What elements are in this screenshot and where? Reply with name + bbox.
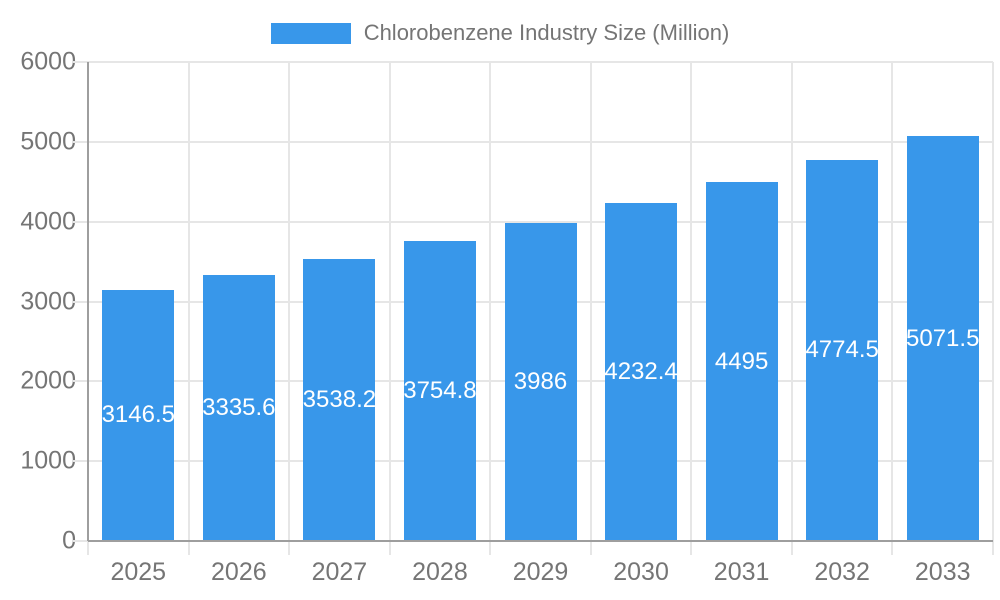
legend-swatch: [270, 22, 351, 44]
x-axis-label: 2027: [311, 558, 368, 586]
gridline-vertical: [489, 62, 492, 541]
y-axis-label: 1000: [20, 446, 76, 475]
gridline-horizontal: [73, 140, 993, 143]
legend-item[interactable]: Chlorobenzene Industry Size (Million): [270, 20, 730, 46]
bar-value-label: 3335.6: [202, 393, 276, 421]
gridline-vertical: [589, 62, 592, 541]
x-axis-tick: [790, 541, 793, 555]
bar-value-label: 3754.8: [403, 377, 477, 405]
x-axis-tick: [891, 541, 894, 555]
bar-2032[interactable]: 4774.5: [805, 159, 879, 541]
y-axis-label: 3000: [20, 287, 76, 315]
y-axis-label: 4000: [20, 207, 76, 236]
y-axis-label: 0: [62, 526, 76, 555]
x-axis-label: 2029: [512, 558, 569, 586]
x-axis-label: 2032: [814, 558, 870, 586]
bar-value-label: 3146.5: [101, 401, 175, 429]
x-axis-line: [88, 540, 993, 542]
x-axis-label: 2028: [412, 558, 468, 586]
x-axis-label: 2030: [613, 558, 669, 586]
x-axis-tick: [87, 541, 89, 555]
bar-2028[interactable]: 3754.8: [403, 241, 477, 541]
gridline-horizontal: [73, 61, 993, 63]
bar-2027[interactable]: 3538.2: [302, 258, 377, 541]
y-axis-label: 6000: [20, 47, 76, 76]
plot-area: 3146.5 3335.6 3538.2 3754.8 3986 4232.4 4495 47…: [73, 61, 994, 555]
bar-2029[interactable]: 3986: [504, 222, 577, 541]
x-axis-labels: 2025 2026 2027 2028 2029 2030 2031 2032 2033: [88, 558, 993, 590]
gridline-vertical: [790, 62, 793, 541]
gridline-vertical: [288, 62, 291, 541]
x-axis-label: 2031: [713, 558, 770, 586]
y-axis-label: 5000: [20, 127, 76, 156]
chart-title: Chlorobenzene Industry Size (Million): [363, 20, 730, 45]
y-axis-line: [87, 62, 89, 541]
bar-value-label: 4495: [714, 347, 769, 375]
x-axis-label: 2025: [110, 558, 167, 586]
bar-value-label: 5071.5: [906, 324, 980, 352]
bar-value-label: 4774.5: [805, 336, 879, 364]
x-axis-tick: [489, 541, 492, 555]
x-axis-tick: [187, 541, 190, 555]
x-axis-tick: [288, 541, 291, 555]
bar-value-label: 4232.4: [604, 358, 678, 386]
bar-2030[interactable]: 4232.4: [604, 203, 678, 541]
gridline-vertical: [690, 62, 693, 541]
gridline-vertical: [891, 62, 894, 541]
y-axis-label: 2000: [20, 366, 76, 395]
bar-2025[interactable]: 3146.5: [101, 289, 175, 541]
legend: Chlorobenzene Industry Size (Million): [0, 20, 1000, 46]
bar-2033[interactable]: 5071.5: [906, 136, 980, 541]
bar-value-label: 3986: [513, 367, 568, 395]
bar-2026[interactable]: 3335.6: [202, 274, 276, 541]
bar-value-label: 3538.2: [302, 385, 377, 413]
x-axis-label: 2026: [211, 558, 267, 586]
bar-2031[interactable]: 4495: [705, 182, 778, 541]
x-axis-tick: [992, 541, 994, 555]
gridline-vertical: [187, 62, 190, 541]
gridline-vertical: [992, 62, 994, 541]
gridline-vertical: [388, 62, 391, 541]
x-axis-tick: [589, 541, 592, 555]
gridline-horizontal: [73, 220, 993, 223]
x-axis-label: 2033: [914, 558, 971, 586]
x-axis-tick: [690, 541, 693, 555]
x-axis-tick: [388, 541, 391, 555]
y-axis-labels: 0 1000 2000 3000 4000 5000 6000: [0, 48, 76, 555]
